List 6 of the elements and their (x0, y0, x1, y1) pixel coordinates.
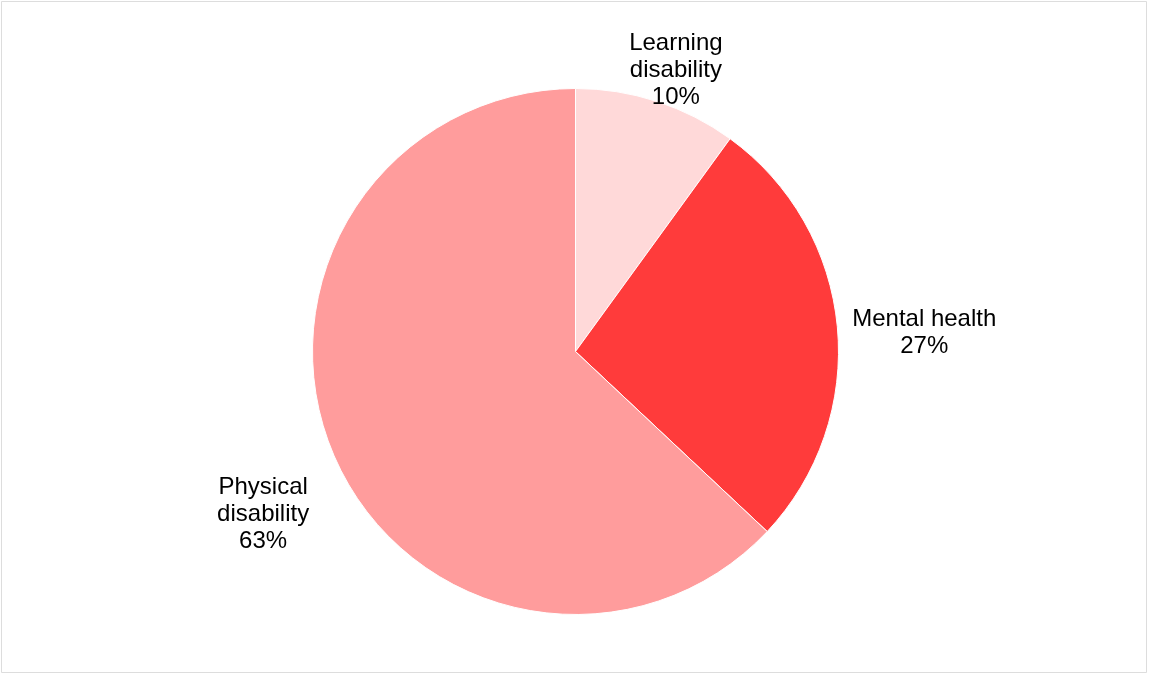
data-label: 10% (651, 81, 700, 109)
data-label: 63% (239, 525, 288, 553)
data-label: 27% (900, 330, 949, 358)
slice-label: Mental health (852, 303, 997, 331)
slice-label: Physical disability (217, 471, 310, 526)
slice-label: Learning disability (629, 27, 723, 82)
